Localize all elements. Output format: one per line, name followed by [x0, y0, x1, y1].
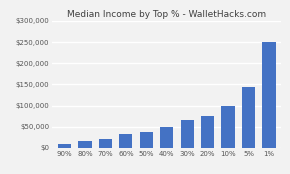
Title: Median Income by Top % - WalletHacks.com: Median Income by Top % - WalletHacks.com [67, 10, 266, 19]
Bar [262, 42, 276, 148]
Bar [119, 134, 133, 148]
Bar [160, 127, 173, 148]
Bar [140, 132, 153, 148]
Bar [181, 120, 194, 148]
Bar [78, 141, 92, 148]
Bar [242, 86, 255, 148]
Bar [99, 139, 112, 148]
Bar [58, 144, 71, 148]
Bar [222, 106, 235, 148]
Bar [201, 116, 214, 148]
